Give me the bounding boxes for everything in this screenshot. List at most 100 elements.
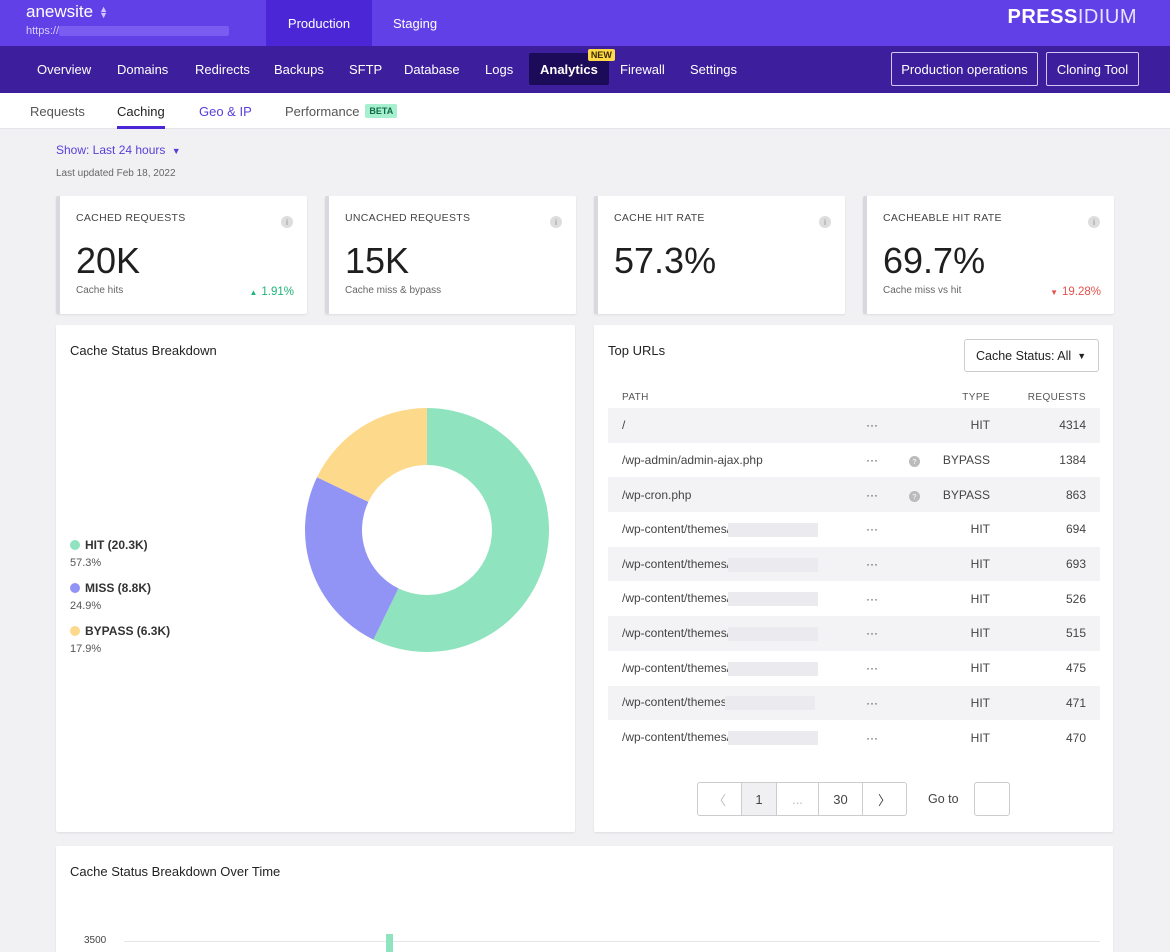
more-options-icon[interactable]: ··· [866, 522, 878, 537]
help-icon[interactable]: ? [909, 490, 920, 502]
url-path: /wp-content/themes/ [608, 512, 858, 547]
site-name: anewsite [26, 2, 94, 21]
env-tab-production[interactable]: Production [266, 0, 372, 46]
nav-logs[interactable]: Logs [485, 62, 514, 77]
env-tab-staging[interactable]: Staging [392, 15, 438, 31]
stat-card-hit-rate: CACHE HIT RATE i 57.3% [594, 196, 845, 314]
more-options-icon[interactable]: ··· [858, 546, 886, 582]
next-page-button[interactable]: 〉 [877, 792, 891, 808]
time-range-select[interactable]: Show: Last 24 hours ▼ [56, 143, 181, 157]
donut-slice-miss[interactable] [305, 477, 399, 640]
cache-type: BYPASS [926, 477, 990, 513]
stat-card-cached: CACHED REQUESTS i 20K Cache hits ▲ 1.91% [56, 196, 307, 314]
nav-domains[interactable]: Domains [117, 62, 169, 77]
col-type: TYPE [962, 392, 990, 403]
request-count: 693 [990, 546, 1100, 582]
stat-sub: Cache hits [76, 285, 124, 296]
cache-type: HIT [970, 591, 990, 606]
caret-down-icon: ▼ [171, 146, 181, 156]
donut-slice-hit[interactable] [373, 408, 550, 652]
table-row: /wp-content/themes ··· HIT 471 [608, 685, 1100, 721]
stat-card-uncached: UNCACHED REQUESTS i 15K Cache miss & byp… [325, 196, 576, 314]
table-row: /wp-admin/admin-ajax.php ···? BYPASS 1384 [608, 443, 1100, 478]
nav-settings[interactable]: Settings [690, 62, 737, 77]
request-count: 863 [990, 477, 1100, 513]
cache-type: HIT [926, 546, 990, 582]
stat-value: 57.3% [614, 240, 717, 281]
chevron-updown-icon: ▲ ▼ [99, 4, 109, 20]
caret-down-icon: ▼ [1077, 350, 1087, 361]
redacted-path [728, 661, 819, 676]
nav-analytics[interactable]: Analytics NEW [529, 49, 615, 85]
request-count: 694 [1065, 522, 1086, 537]
url-path: /wp-content/themes/ [608, 651, 858, 686]
info-icon[interactable]: i [1088, 216, 1100, 228]
request-count: 470 [1065, 730, 1086, 745]
legend-pct: 17.9% [70, 643, 102, 655]
help-icon[interactable]: ? [909, 456, 920, 468]
cache-type: HIT [926, 408, 990, 443]
table-row: /wp-cron.php ···? BYPASS 863 [608, 477, 1100, 513]
subtab-requests[interactable]: Requests [30, 103, 85, 119]
stat-value: 69.7% [883, 240, 986, 281]
url-path: /wp-content/themes/ [608, 581, 858, 616]
nav-overview[interactable]: Overview [37, 62, 92, 77]
top-urls-table: PATH TYPE REQUESTS / ··· HIT 4314/wp-admin/… [608, 387, 1100, 755]
legend-dot [70, 583, 80, 593]
more-options-icon[interactable]: ··· [858, 685, 886, 721]
info-icon[interactable]: i [819, 216, 831, 228]
more-options-icon[interactable]: ··· [866, 453, 878, 468]
nav-sftp[interactable]: SFTP [349, 62, 383, 77]
cache-type: HIT [926, 616, 990, 651]
nav-firewall[interactable]: Firewall [620, 62, 665, 77]
pagination: 〈 1 ... 30 〉 [697, 782, 907, 816]
nav-redirects[interactable]: Redirects [195, 62, 250, 77]
request-count: 515 [990, 616, 1100, 651]
subtab-caching[interactable]: Caching [117, 93, 165, 129]
subtab-geo-ip[interactable]: Geo & IP [199, 103, 252, 119]
nav-database[interactable]: Database [404, 62, 460, 77]
prev-page-button[interactable]: 〈 [698, 783, 742, 815]
site-switcher[interactable]: anewsite ▲ ▼ https:// [26, 2, 230, 37]
time-range-label: Show: Last 24 hours [56, 143, 166, 157]
url-path: / [608, 408, 858, 443]
page-30-button[interactable]: 30 [819, 783, 863, 815]
table-row: /wp-content/themes/··· HIT 693 [608, 546, 1100, 582]
goto-page-input[interactable] [974, 782, 1010, 816]
redacted-url [59, 26, 230, 36]
redacted-path [728, 730, 819, 745]
cloning-tool-button[interactable]: Cloning Tool [1046, 52, 1139, 86]
more-options-icon[interactable]: ··· [866, 730, 878, 745]
info-icon[interactable]: i [550, 216, 562, 228]
table-row: /wp-content/themes/··· HIT 515 [608, 616, 1100, 651]
brand-logo: PRESSIDIUM [1007, 6, 1137, 28]
url-path: /wp-content/themes/ [608, 720, 858, 755]
redacted-path [728, 626, 819, 641]
production-operations-button[interactable]: Production operations [891, 52, 1038, 86]
page-1-button[interactable]: 1 [742, 783, 777, 815]
more-options-icon[interactable]: ··· [858, 408, 886, 443]
last-updated: Last updated Feb 18, 2022 [56, 168, 176, 179]
more-options-icon[interactable]: ··· [858, 616, 886, 651]
more-options-icon[interactable]: ··· [858, 477, 886, 513]
info-icon[interactable]: i [281, 216, 293, 228]
stat-value: 15K [345, 240, 410, 281]
panel-title: Top URLs [608, 343, 666, 358]
subtab-performance[interactable]: Performance BETA [285, 93, 398, 129]
nav-backups[interactable]: Backups [274, 62, 324, 77]
stat-label: CACHE HIT RATE [614, 212, 705, 224]
cache-status-select[interactable]: Cache Status: All ▼ [964, 339, 1099, 372]
donut-slice-bypass[interactable] [316, 408, 427, 502]
breakdown-panel: Cache Status Breakdown HIT (20.3K) 57.3%… [56, 325, 575, 832]
more-options-icon[interactable]: ··· [866, 591, 878, 606]
table-row: /wp-content/themes/ ··· HIT 526 [608, 581, 1100, 616]
col-requests: REQUESTS [1027, 392, 1086, 403]
legend-bypass: BYPASS (6.3K) 17.9% [70, 624, 170, 655]
cache-type: HIT [970, 730, 990, 745]
legend-label: MISS (8.8K) [85, 581, 152, 595]
chart-bar [386, 934, 393, 952]
url-path: /wp-content/themes/ [608, 616, 858, 651]
stat-card-cacheable-hit-rate: CACHEABLE HIT RATE i 69.7% Cache miss vs… [863, 196, 1114, 314]
more-options-icon[interactable]: ··· [866, 661, 878, 676]
panel-title: Cache Status Breakdown [70, 343, 217, 358]
